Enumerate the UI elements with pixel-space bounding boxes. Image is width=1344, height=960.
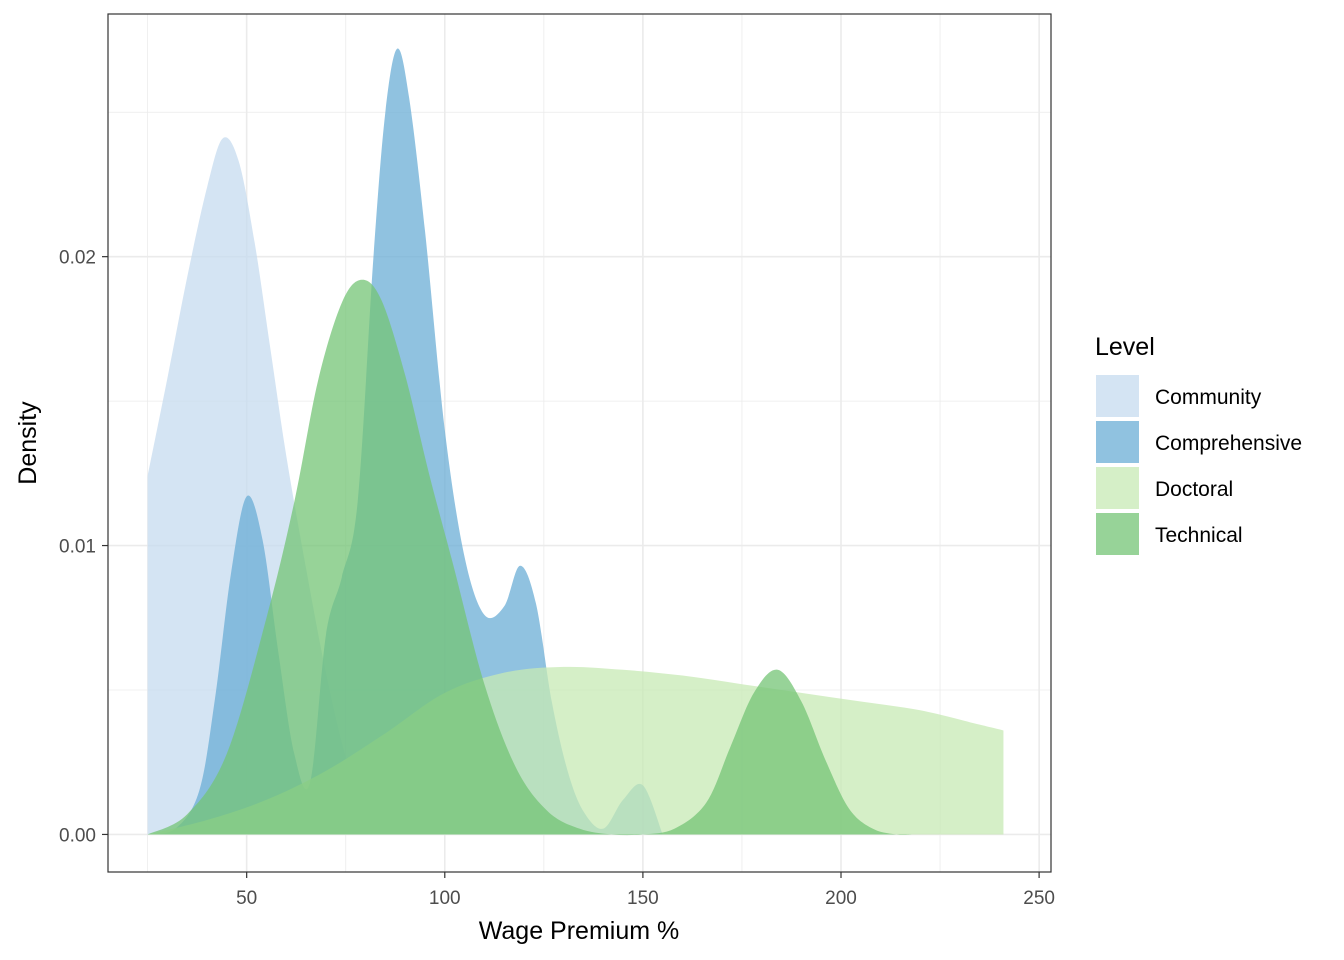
legend-key-doctoral (1096, 467, 1139, 509)
series-layer (147, 48, 1004, 836)
density-area-technical (147, 279, 913, 836)
legend-items: Community Comprehensive Doctoral Technical (1096, 375, 1302, 555)
x-axis: 50 100 150 200 250 (236, 872, 1055, 909)
x-tick-label: 250 (1023, 888, 1055, 909)
legend-key-technical (1096, 513, 1139, 555)
legend-label-comprehensive: Comprehensive (1155, 432, 1302, 455)
legend-label-community: Community (1155, 386, 1262, 409)
y-tick-label: 0.01 (59, 537, 96, 558)
x-tick-label: 50 (236, 888, 257, 909)
legend-title: Level (1095, 333, 1155, 361)
panel-border (107, 13, 1052, 873)
legend-key-community (1096, 375, 1139, 417)
y-axis: 0.00 0.01 0.02 (59, 248, 108, 846)
legend: Level Community Comprehensive Doctoral Tech… (1095, 333, 1302, 555)
legend-label-technical: Technical (1155, 524, 1243, 547)
x-tick-label: 100 (429, 888, 461, 909)
x-tick-label: 200 (825, 888, 857, 909)
x-tick-label: 150 (627, 888, 659, 909)
y-tick-label: 0.02 (59, 248, 96, 269)
y-axis-title: Density (14, 401, 42, 485)
y-tick-label: 0.00 (59, 825, 96, 846)
legend-label-doctoral: Doctoral (1155, 478, 1233, 501)
legend-key-comprehensive (1096, 421, 1139, 463)
density-area-community (147, 137, 406, 835)
x-axis-title: Wage Premium % (479, 917, 680, 945)
